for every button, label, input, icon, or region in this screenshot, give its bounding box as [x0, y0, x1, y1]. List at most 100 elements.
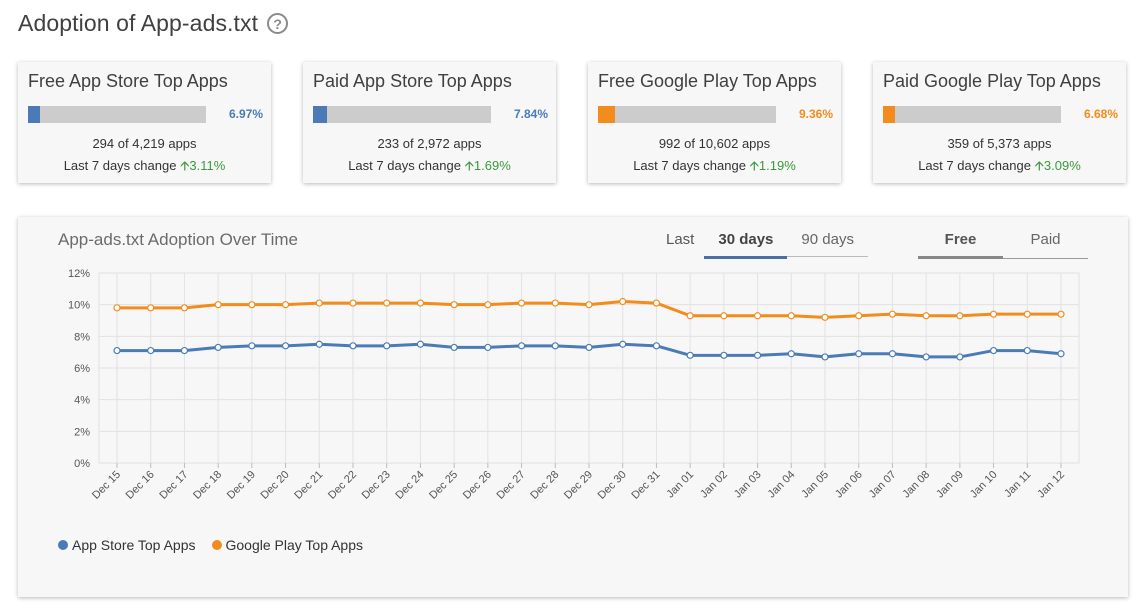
progress-fill — [598, 106, 615, 123]
data-point — [349, 342, 357, 350]
data-point — [551, 342, 559, 350]
data-point — [720, 351, 728, 359]
x-tick-label: Dec 19 — [225, 469, 258, 502]
data-point — [113, 304, 121, 312]
legend-item[interactable]: App Store Top Apps — [58, 537, 196, 553]
change-label: Last 7 days change — [918, 158, 1031, 173]
y-tick-label: 0% — [74, 458, 90, 470]
x-tick-label: Dec 22 — [326, 469, 359, 502]
x-tick-label: Dec 30 — [596, 469, 629, 502]
type-selector: Free Paid — [918, 230, 1088, 259]
card-title: Free App Store Top Apps — [28, 71, 228, 91]
data-point — [855, 350, 863, 358]
question-circle-icon[interactable]: ? — [267, 13, 289, 34]
data-point — [147, 346, 155, 355]
app-count: 359 of 5,373 apps — [947, 136, 1052, 151]
data-point — [1023, 310, 1031, 318]
card-title: Free Google Play Top Apps — [598, 71, 817, 91]
x-tick-label: Dec 25 — [427, 469, 460, 502]
data-point — [349, 299, 357, 307]
progress-bar — [598, 106, 776, 123]
x-tick-label: Jan 06 — [833, 469, 865, 501]
y-tick-label: 12% — [68, 268, 90, 280]
x-tick-label: Jan 10 — [968, 469, 1000, 501]
x-tick-label: Dec 26 — [461, 469, 494, 502]
data-point — [922, 312, 930, 320]
tab-30-days[interactable]: 30 days — [704, 230, 788, 259]
progress-bar — [883, 106, 1061, 123]
data-point — [248, 342, 256, 350]
progress-percent: 6.68% — [1083, 107, 1118, 121]
x-tick-label: Jan 04 — [766, 469, 798, 501]
data-point — [855, 312, 863, 320]
data-point — [619, 297, 627, 306]
data-point — [383, 299, 391, 307]
arrow-up-icon: 🡩 — [180, 158, 190, 173]
data-point — [956, 353, 964, 361]
progress-bar — [28, 106, 206, 123]
card-title: Paid Google Play Top Apps — [883, 71, 1101, 91]
data-point — [652, 299, 661, 307]
data-point — [281, 301, 290, 309]
change-value: 3.09% — [1043, 158, 1081, 173]
data-point — [956, 312, 964, 320]
y-tick-label: 6% — [74, 363, 90, 375]
change-row: Last 7 days change 🡩1.19% — [588, 157, 841, 179]
y-tick-label: 10% — [68, 300, 90, 312]
tab-free[interactable]: Free — [918, 230, 1003, 259]
data-point — [315, 299, 323, 307]
card-title: Paid App Store Top Apps — [313, 71, 512, 91]
legend-dot-icon — [211, 540, 222, 550]
progress-fill — [313, 106, 327, 123]
change-value: 1.19% — [758, 158, 796, 173]
arrow-up-icon: 🡩 — [464, 158, 474, 173]
stat-card: Paid Google Play Top Apps 6.68% 359 of 5,3… — [873, 62, 1126, 183]
legend-label: App Store Top Apps — [72, 537, 196, 553]
data-point — [214, 343, 222, 352]
data-point — [989, 346, 998, 355]
x-tick-label: Dec 29 — [562, 469, 595, 502]
data-point — [1023, 346, 1031, 355]
change-label: Last 7 days change — [348, 158, 461, 173]
range-selector: Last 30 days 90 days — [666, 230, 868, 259]
change-row: Last 7 days change 🡩3.09% — [873, 157, 1126, 179]
data-point — [416, 340, 425, 348]
data-point — [585, 343, 593, 352]
progress-fill — [883, 106, 895, 123]
data-point — [214, 301, 222, 309]
progress-percent: 6.97% — [228, 107, 263, 121]
change-label: Last 7 days change — [633, 158, 746, 173]
data-point — [517, 342, 526, 350]
data-point — [821, 353, 829, 361]
line-chart: 0% 2% 4% 6% 8% 10% 12% Dec 15 Dec 16 Dec 17 Dec 18… — [68, 268, 1080, 502]
x-tick-label: Dec 31 — [629, 469, 662, 502]
change-row: Last 7 days change 🡩1.69% — [303, 157, 556, 179]
data-point — [888, 310, 897, 318]
x-tick-label: Jan 05 — [799, 469, 831, 501]
data-point — [180, 346, 189, 355]
x-tick-label: Jan 01 — [664, 469, 696, 501]
data-point — [753, 351, 762, 359]
x-tick-label: Dec 18 — [191, 469, 224, 502]
arrow-up-icon: 🡩 — [1034, 158, 1044, 173]
change-label: Last 7 days change — [63, 158, 177, 173]
chart-panel: App-ads.txt Adoption Over Time Last 30 d… — [18, 217, 1128, 597]
tab-paid[interactable]: Paid — [1003, 230, 1088, 259]
tab-90-days[interactable]: 90 days — [787, 230, 868, 257]
stat-card: Free Google Play Top Apps 9.36% 992 of 10,… — [588, 62, 841, 183]
change-row: Last 7 days change 🡩3.11% — [18, 157, 271, 179]
app-count: 992 of 10,602 apps — [658, 136, 771, 151]
data-point — [113, 346, 121, 355]
arrow-up-icon: 🡩 — [749, 158, 759, 173]
progress-bar — [313, 106, 491, 123]
data-point — [281, 342, 290, 350]
data-point — [383, 342, 391, 350]
data-point — [484, 301, 492, 309]
x-tick-label: Dec 16 — [124, 469, 157, 502]
legend-item[interactable]: Google Play Top Apps — [211, 537, 363, 553]
data-point — [686, 351, 694, 359]
data-point — [450, 301, 458, 309]
app-count: 294 of 4,219 apps — [92, 136, 197, 151]
data-point — [922, 353, 930, 361]
data-point — [147, 304, 155, 312]
